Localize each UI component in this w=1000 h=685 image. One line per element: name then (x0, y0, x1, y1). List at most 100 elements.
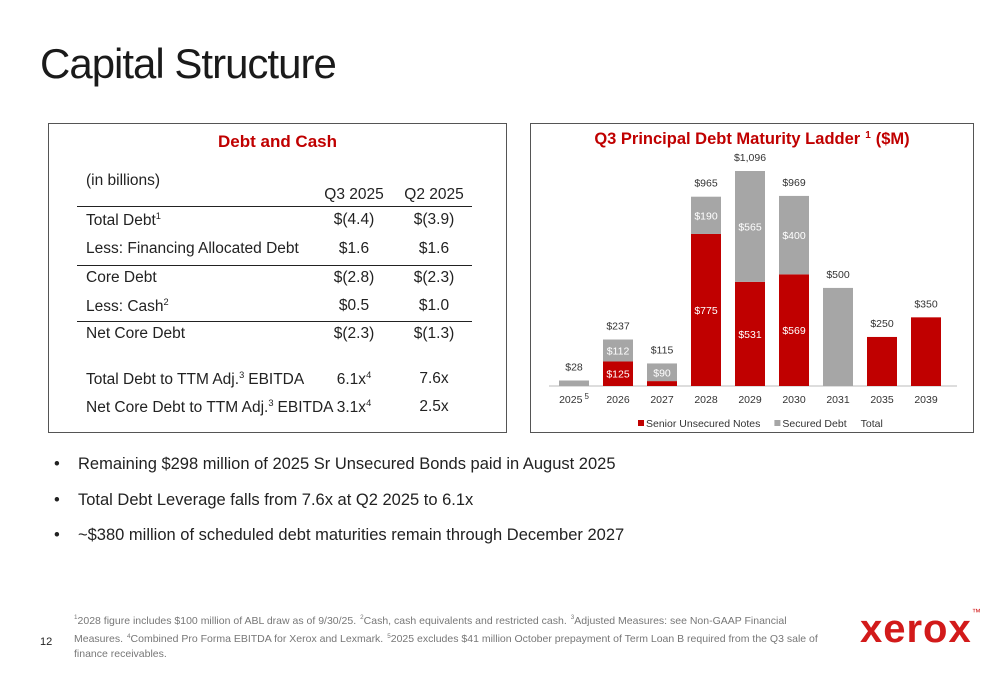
cell-text: $0.5 (338, 297, 370, 314)
legend-label: Senior Unsecured Notes (646, 418, 760, 430)
x-tick-text: 2035 (870, 394, 894, 406)
x-tick-text: 2030 (782, 394, 806, 406)
x-tick-text: 2025 (559, 394, 583, 406)
cell-text: $(4.4) (333, 211, 375, 228)
x-tick-label: 2026 (606, 394, 630, 406)
bar-segment (823, 287, 853, 386)
x-tick-note: 5 (584, 392, 589, 401)
row-label-text: Less: Cash (86, 298, 164, 316)
bar-label: $565 (738, 221, 762, 233)
cell-text: $1.6 (418, 240, 450, 257)
cell-text: $(1.3) (413, 325, 455, 342)
x-tick-label: 2028 (694, 394, 718, 406)
cell-text: $(2.8) (333, 269, 375, 286)
total-label: $250 (870, 318, 894, 330)
bar-segment (603, 361, 633, 386)
logo-mark: ™ (971, 607, 982, 617)
row-label-text: EBITDA (277, 399, 334, 417)
bar-segment (647, 381, 677, 386)
total-label: $500 (826, 269, 850, 281)
total-label: $969 (782, 177, 806, 189)
row-label-text: Total Debt to TTM Adj. (86, 371, 240, 389)
page-number: 12 (40, 636, 53, 648)
row-label: Total Debt to TTM Adj.3 EBITDA (86, 370, 304, 389)
row-label: Less: Cash2 (86, 297, 169, 316)
row-label-text: Core Debt (86, 269, 157, 286)
cell-text: $(2.3) (333, 325, 375, 342)
x-tick-label: 2039 (914, 394, 938, 406)
footnote-text: Adjusted Measures: see Non-GAAP Financia… (74, 614, 787, 646)
bar-segment (867, 336, 897, 386)
table-title: Debt and Cash (217, 132, 338, 151)
footnote-text: 2028 figure includes $100 million of ABL… (77, 614, 357, 627)
cell-text: 7.6x (419, 370, 449, 387)
table-cell: 7.6x (394, 370, 474, 388)
bar-label: $112 (607, 345, 630, 357)
cell-text: $1.0 (418, 297, 450, 314)
total-label: $350 (914, 298, 938, 310)
row-label-note: 2 (163, 297, 169, 307)
row-label: Less: Financing Allocated Debt (86, 240, 299, 258)
footnote-mark: 5 (387, 632, 391, 640)
bar-segment (603, 339, 633, 362)
cell-text: $(2.3) (413, 269, 455, 286)
x-tick-label: 2031 (826, 394, 850, 406)
chart-title: Q3 Principal Debt Maturity Ladder 1 ($M) (594, 130, 909, 148)
bar-label: $90 (653, 367, 671, 379)
bar-segment (647, 363, 677, 382)
bar-label: $400 (782, 230, 806, 242)
table-unit: (in billions) (86, 172, 161, 189)
legend-label: Secured Debt (782, 418, 846, 430)
row-label-text: Net Core Debt to TTM Adj. (86, 399, 269, 417)
x-tick-label: 2030 (782, 394, 806, 406)
bar-segment (911, 317, 941, 386)
chart-title-text: Q3 Principal Debt Maturity Ladder (594, 130, 860, 148)
row-label: Net Core Debt to TTM Adj.3 EBITDA (86, 398, 334, 417)
row-label-text: Total Debt (86, 212, 156, 230)
cell-note: 4 (366, 370, 372, 380)
table-cell: $(1.3) (394, 325, 474, 343)
x-tick-label: 2027 (650, 394, 674, 406)
x-tick-text: 2031 (826, 394, 850, 406)
bar-segment (691, 196, 721, 234)
x-tick-text: 2028 (694, 394, 718, 406)
cell-text: 2.5x (419, 398, 449, 415)
row-label: Core Debt (86, 269, 157, 287)
cell-text: $1.6 (338, 240, 370, 257)
bullet: ~$380 million of scheduled debt maturiti… (52, 526, 624, 562)
footnote-mark: 1 (74, 614, 78, 621)
footnote-mark: 2 (360, 614, 364, 621)
bar-segment (735, 171, 765, 282)
bar-label: $125 (606, 369, 630, 381)
table-cell: $1.0 (394, 297, 474, 315)
bar-label: $531 (738, 329, 762, 341)
row-label-note: 1 (155, 211, 161, 221)
chart: Q3 Principal Debt Maturity Ladder 1 ($M) $… (549, 130, 957, 430)
chart-title-note: 1 (865, 130, 871, 141)
row-label-text: EBITDA (248, 371, 305, 389)
row-label-text: Net Core Debt (86, 325, 186, 342)
column-header: Q3 2025 (324, 186, 384, 203)
chart-panel: Q3 Principal Debt Maturity Ladder 1 ($M) $… (530, 123, 974, 433)
cell-note: 4 (366, 398, 372, 408)
x-tick-text: 2027 (650, 394, 674, 406)
bar-label: $569 (782, 325, 806, 337)
bar-label: $190 (694, 210, 718, 222)
table-cell: 6.1x4 (314, 370, 394, 389)
legend-label: Total (861, 418, 883, 430)
table-cell: $(2.3) (314, 325, 394, 343)
bar-segment (779, 274, 809, 386)
column-header: Q2 2025 (404, 186, 464, 203)
debt-table-panel: Debt and Cash (in billions) Q3 2025 Q2 20… (48, 123, 507, 433)
logo-text: xerox (860, 607, 972, 651)
total-label: $1,096 (734, 152, 766, 164)
footnotes: 12028 figure includes $100 million of AB… (74, 610, 844, 662)
x-tick-text: 2029 (738, 394, 762, 406)
chart-title-unit: ($M) (876, 130, 910, 148)
row-label-note: 3 (268, 398, 274, 408)
table-rule (77, 265, 472, 266)
table-cell: 2.5x (394, 398, 474, 416)
total-label: $115 (651, 344, 674, 356)
logo: xerox™ (860, 607, 982, 652)
cell-text: 3.1x (336, 399, 367, 417)
